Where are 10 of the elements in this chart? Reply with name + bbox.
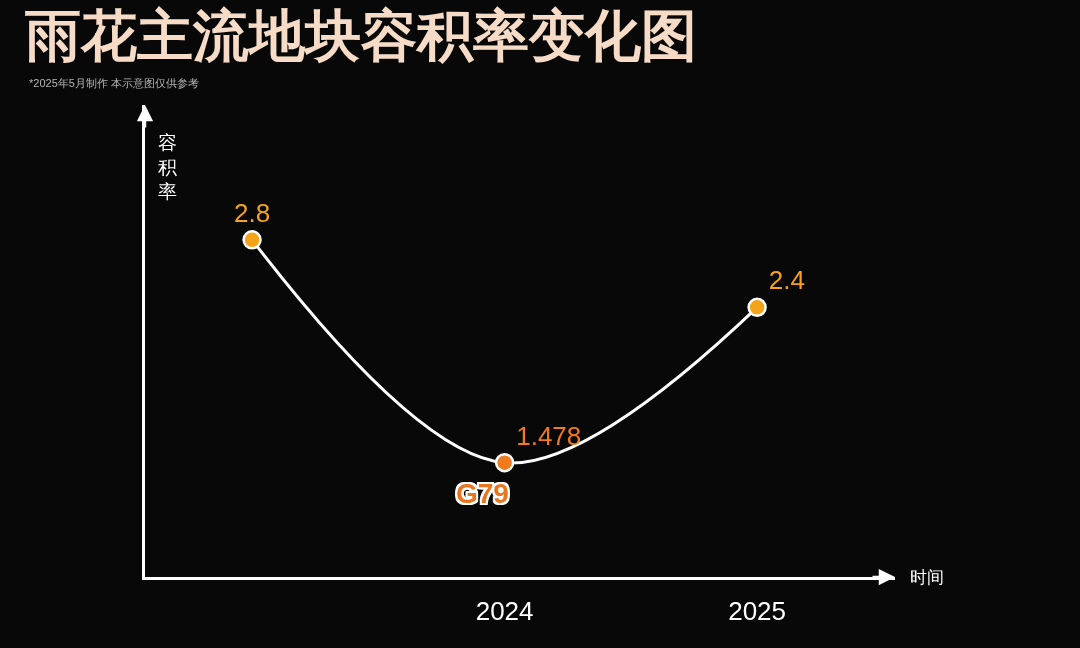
- chart-subtitle: *2025年5月制作 本示意图仅供参考: [29, 77, 199, 89]
- data-label: 1.478: [516, 420, 582, 451]
- y-axis-title: 容积率: [158, 132, 177, 203]
- chart-title: 雨花主流地块容积率变化图: [24, 5, 697, 68]
- x-axis-title: 时间: [910, 568, 944, 587]
- annotation: G79: [456, 478, 509, 509]
- x-tick-label: 2024: [475, 595, 534, 626]
- x-tick-label: 2025: [728, 595, 787, 626]
- data-label: 2.8: [233, 197, 271, 228]
- data-label: 2.4: [768, 265, 805, 296]
